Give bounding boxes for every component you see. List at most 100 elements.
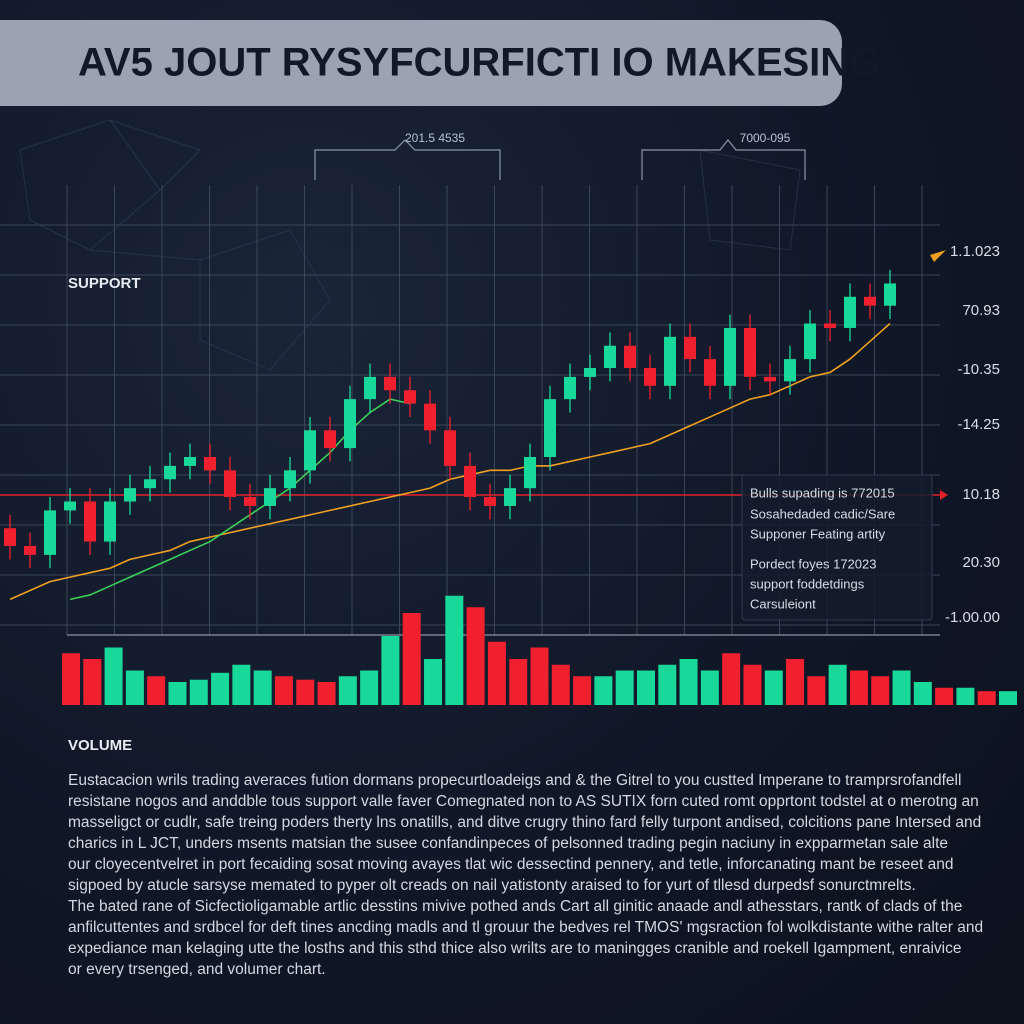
volume-bar: [935, 687, 954, 705]
volume-bar: [147, 676, 166, 705]
legend: Bulls supading is 772015 Sosahedaded cadi…: [750, 485, 895, 611]
text-line: expediance man kelaging utte the losths …: [68, 940, 962, 957]
volume-bar: [402, 613, 421, 705]
volume-bar: [722, 653, 741, 705]
text-line: or every trsenged, and volumer chart.: [68, 961, 326, 978]
candle-body: [644, 368, 656, 386]
candle-body: [724, 327, 736, 386]
candle-body: [24, 546, 36, 555]
legend-entry: Bulls supading is 772015: [750, 485, 895, 500]
arrow: [930, 250, 946, 262]
y-label: 1.1.023: [950, 243, 1000, 260]
annotation: 7000-095: [740, 131, 791, 145]
y-label: -10.35: [957, 361, 1000, 378]
volume-bar: [168, 682, 187, 705]
volume-bar: [636, 670, 655, 705]
arrow: [940, 490, 948, 500]
volume-bar: [807, 676, 826, 705]
volume-bar: [189, 679, 208, 705]
candle-body: [764, 376, 776, 382]
volume-bar: [381, 636, 400, 705]
volume-bar: [232, 664, 251, 705]
volume-bar: [871, 676, 890, 705]
volume-bar: [679, 659, 698, 705]
legend-entry: Supponer Feating artity: [750, 526, 886, 541]
volume-bar: [274, 676, 293, 705]
candle-body: [304, 430, 316, 471]
support-label: SUPPORT: [68, 275, 141, 292]
candle-body: [684, 336, 696, 360]
candle-body: [404, 390, 416, 404]
candle-body: [484, 497, 496, 506]
y-label: -14.25: [957, 416, 1000, 433]
candle-body: [504, 488, 516, 506]
candle-body: [224, 470, 236, 498]
paragraph: The bated rane of Sicfectioligamable art…: [68, 896, 983, 980]
volume-bar: [296, 679, 315, 705]
title: AV5 JOUT RYSYFCURFICTI IO MAKESING: [78, 41, 880, 85]
volume-bar: [530, 647, 549, 705]
volume-bar: [913, 682, 932, 705]
volume-bar: [658, 664, 677, 705]
title-bar: [0, 20, 842, 106]
candle-body: [284, 470, 296, 489]
moving-average: [69, 398, 411, 601]
volume-bar: [743, 664, 762, 705]
candle-body: [844, 296, 856, 328]
candle-body: [664, 336, 676, 386]
grid: [0, 185, 940, 636]
legend-entry: support foddetdings: [750, 576, 865, 591]
candle-body: [624, 345, 636, 368]
chart: AV5 JOUT RYSYFCURFICTI IO MAKESING 201.5…: [0, 20, 1017, 705]
y-label: 70.93: [962, 302, 1000, 319]
candle-body: [384, 376, 396, 391]
y-labels: 1.1.023 70.93 -10.35 -14.25 10.18 20.30 -1.00.…: [945, 243, 1000, 626]
volume-bar: [445, 595, 464, 705]
candle-body: [584, 368, 596, 377]
volume-bar: [338, 676, 357, 705]
candle-body: [424, 403, 436, 431]
volume-bar: [424, 659, 443, 705]
volume-bar: [360, 670, 379, 705]
annotation: 201.5 4535: [405, 131, 465, 145]
candle-body: [464, 465, 476, 498]
candle-body: [784, 359, 796, 382]
volume-bar: [956, 687, 975, 705]
volume-bar: [828, 664, 847, 705]
volume-bar: [62, 653, 80, 705]
volume-label: VOLUME: [68, 737, 133, 754]
candle-body: [544, 399, 556, 457]
volume-bar: [849, 670, 868, 705]
candle-body: [124, 488, 136, 502]
legend-entry: Pordect foyes 172023: [750, 556, 876, 571]
candle-body: [884, 283, 896, 306]
legend-box: [741, 474, 933, 621]
text-line: sigpoed by atucle sarsyse memated to pyp…: [68, 877, 916, 894]
candle-body: [184, 457, 196, 466]
volume-bar: [594, 676, 613, 705]
text-line: masseligct or cudlr, safe treing poders …: [68, 814, 982, 831]
volume-bar: [466, 607, 485, 705]
candle-body: [4, 528, 16, 546]
brackets: [314, 139, 806, 180]
candle-body: [804, 323, 816, 360]
plot: [4, 270, 1017, 705]
candle-body: [364, 376, 376, 400]
volume-bar: [83, 659, 102, 705]
candle-body: [64, 501, 76, 511]
legend-entry: Sosahedaded cadic/Sare: [750, 506, 895, 521]
candle-body: [704, 359, 716, 386]
text-line: The bated rane of Sicfectioligamable art…: [68, 898, 963, 915]
volume-bar: [764, 670, 783, 705]
volume-bar: [487, 641, 506, 705]
candle-body: [604, 345, 616, 368]
text-line: resistane nogos and anddble tous support…: [68, 793, 979, 810]
volume-bar: [211, 672, 230, 705]
volume-bar: [892, 670, 911, 705]
volume-bar: [786, 659, 805, 705]
candle-body: [44, 510, 56, 555]
text-line: Eustacacion wrils trading averaces futio…: [68, 772, 962, 789]
volume-bar: [125, 670, 144, 705]
volume-bar: [977, 691, 996, 705]
